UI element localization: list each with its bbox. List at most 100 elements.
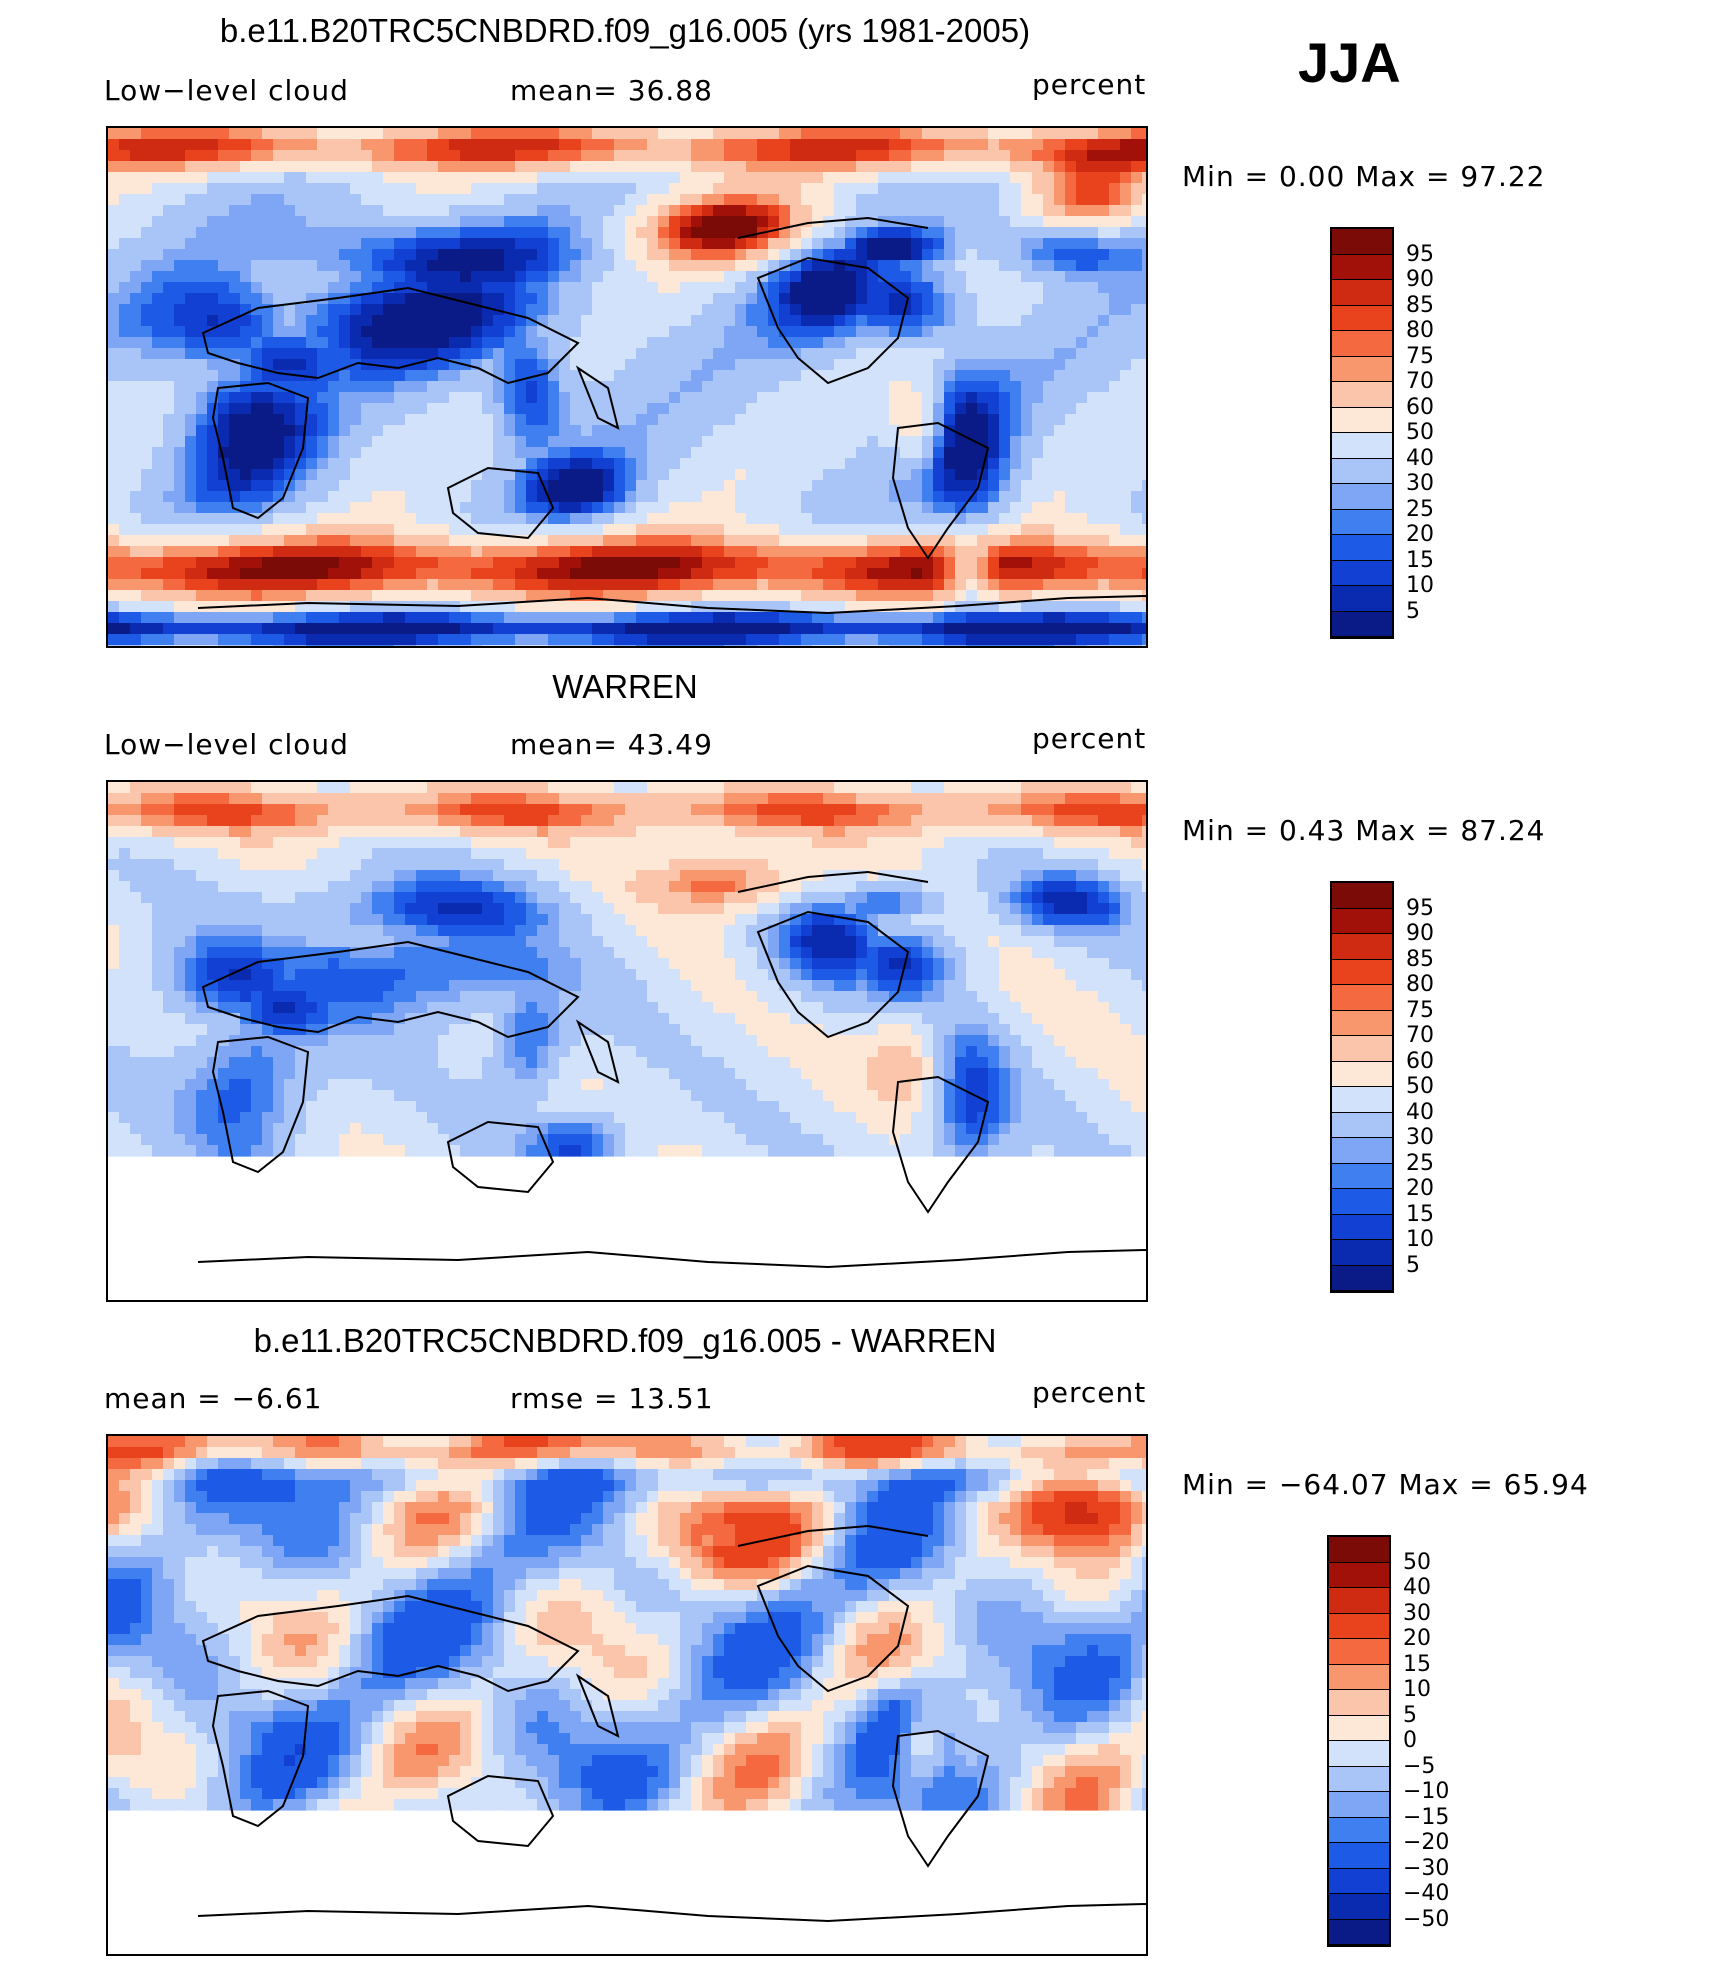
panel-diff-map bbox=[106, 1434, 1148, 1956]
coastline bbox=[891, 1075, 990, 1214]
panel-model-minmax: Min = 0.00 Max = 97.22 bbox=[1182, 160, 1546, 193]
colorbar-swatch bbox=[1332, 1189, 1392, 1215]
colorbar-swatch bbox=[1332, 484, 1392, 510]
colorbar-swatch bbox=[1332, 1010, 1392, 1036]
colorbar-swatch bbox=[1332, 1214, 1392, 1240]
colorbar-swatch bbox=[1332, 305, 1392, 331]
coastline bbox=[201, 1594, 580, 1693]
colorbar-swatch bbox=[1332, 407, 1392, 433]
colorbar-tick-label: 50 bbox=[1403, 1549, 1431, 1575]
colorbar-swatch bbox=[1332, 908, 1392, 934]
colorbar-tick-label: 50 bbox=[1406, 420, 1434, 445]
colorbar-tick-label: 15 bbox=[1406, 1201, 1434, 1227]
colorbar-tick-label: 10 bbox=[1406, 573, 1434, 598]
panel-model-colorbar bbox=[1330, 227, 1394, 639]
colorbar-tick-label: 5 bbox=[1406, 1252, 1420, 1278]
colorbar-tick-label: 25 bbox=[1406, 1150, 1434, 1176]
colorbar-swatch bbox=[1332, 959, 1392, 985]
coastline bbox=[737, 216, 929, 239]
colorbar-tick-label: 95 bbox=[1406, 895, 1434, 921]
colorbar-swatch bbox=[1332, 433, 1392, 459]
colorbar-swatch bbox=[1329, 1792, 1389, 1818]
coastline bbox=[737, 1524, 929, 1547]
coastline bbox=[446, 1774, 555, 1848]
coastline bbox=[197, 1249, 1146, 1269]
panel-obs-title: WARREN bbox=[552, 668, 698, 705]
panel-model-title: b.e11.B20TRC5CNBDRD.f09_g16.005 (yrs 198… bbox=[219, 12, 1031, 49]
colorbar-tick-label: 85 bbox=[1406, 292, 1434, 318]
colorbar-swatch bbox=[1329, 1817, 1389, 1843]
coastline bbox=[737, 870, 929, 893]
coastline bbox=[756, 1564, 910, 1693]
colorbar-swatch bbox=[1329, 1766, 1389, 1792]
colorbar-swatch bbox=[1332, 280, 1392, 306]
colorbar-tick-label: 20 bbox=[1406, 522, 1434, 547]
panel-obs-minmax: Min = 0.43 Max = 87.24 bbox=[1182, 814, 1546, 847]
colorbar-tick-label: 15 bbox=[1403, 1651, 1431, 1677]
colorbar-swatch bbox=[1329, 1741, 1389, 1767]
colorbar-tick-label: 90 bbox=[1406, 921, 1434, 946]
panel-obs-colorbar bbox=[1330, 881, 1394, 1293]
panel-model-map-svg bbox=[108, 128, 1146, 646]
colorbar-swatch bbox=[1329, 1664, 1389, 1690]
colorbar-tick-label: −40 bbox=[1403, 1881, 1450, 1906]
colorbar-swatch bbox=[1332, 458, 1392, 484]
colorbar-tick-label: 70 bbox=[1406, 369, 1434, 394]
colorbar-swatch bbox=[1332, 985, 1392, 1011]
colorbar-swatch bbox=[1329, 1562, 1389, 1588]
colorbar-swatch bbox=[1329, 1843, 1389, 1869]
colorbar-tick-label: 20 bbox=[1403, 1626, 1431, 1651]
colorbar-swatch bbox=[1332, 356, 1392, 382]
colorbar-swatch bbox=[1332, 509, 1392, 535]
panel-obs-mean-label: mean= 43.49 bbox=[510, 728, 713, 761]
colorbar-tick-label: 50 bbox=[1406, 1074, 1434, 1099]
colorbar-swatch bbox=[1329, 1715, 1389, 1741]
colorbar-tick-label: 10 bbox=[1403, 1677, 1431, 1702]
colorbar-tick-label: −5 bbox=[1403, 1753, 1436, 1779]
panel-diff-map-svg bbox=[108, 1436, 1146, 1923]
coastline bbox=[575, 365, 620, 430]
colorbar-tick-label: −50 bbox=[1403, 1906, 1450, 1932]
panel-diff-title: b.e11.B20TRC5CNBDRD.f09_g16.005 - WARREN bbox=[253, 1322, 997, 1359]
colorbar-tick-label: 0 bbox=[1403, 1728, 1417, 1753]
colorbar-swatch bbox=[1329, 1639, 1389, 1665]
colorbar-swatch bbox=[1332, 1087, 1392, 1113]
colorbar-swatch bbox=[1332, 382, 1392, 408]
coastline bbox=[197, 595, 1146, 615]
coastline bbox=[756, 910, 910, 1039]
colorbar-tick-label: 30 bbox=[1406, 471, 1434, 496]
coastline bbox=[575, 1019, 620, 1084]
panel-diff-mean-label: mean = −6.61 bbox=[104, 1382, 323, 1415]
colorbar-tick-label: 5 bbox=[1406, 598, 1420, 624]
colorbar-tick-label: 20 bbox=[1406, 1176, 1434, 1201]
panel-diff-units-label: percent bbox=[1032, 1376, 1147, 1409]
colorbar-swatch bbox=[1332, 254, 1392, 280]
colorbar-swatch bbox=[1332, 586, 1392, 612]
panel-model-map bbox=[106, 126, 1148, 648]
colorbar-swatch bbox=[1329, 1868, 1389, 1894]
colorbar-swatch bbox=[1329, 1613, 1389, 1639]
colorbar-tick-label: 40 bbox=[1406, 1099, 1434, 1125]
coastline bbox=[211, 1035, 310, 1174]
season-label: JJA bbox=[1298, 31, 1401, 94]
panel-diff-minmax: Min = −64.07 Max = 65.94 bbox=[1182, 1468, 1589, 1501]
colorbar-tick-label: −20 bbox=[1403, 1830, 1450, 1855]
coastline bbox=[446, 1120, 555, 1194]
colorbar-swatch bbox=[1332, 611, 1392, 637]
colorbar-tick-label: 90 bbox=[1406, 267, 1434, 292]
coastline bbox=[201, 940, 580, 1039]
colorbar-swatch bbox=[1332, 560, 1392, 586]
coastline bbox=[891, 421, 990, 560]
panel-diff-rmse-label: rmse = 13.51 bbox=[510, 1382, 714, 1415]
colorbar-swatch bbox=[1332, 1163, 1392, 1189]
panel-obs-left-label: Low−level cloud bbox=[104, 728, 349, 761]
coastline bbox=[891, 1729, 990, 1868]
colorbar-tick-label: 25 bbox=[1406, 496, 1434, 522]
colorbar-tick-label: 75 bbox=[1406, 997, 1434, 1023]
colorbar-tick-label: −15 bbox=[1403, 1804, 1450, 1830]
coastline bbox=[446, 466, 555, 540]
colorbar-tick-label: 40 bbox=[1406, 445, 1434, 471]
colorbar-tick-label: 95 bbox=[1406, 241, 1434, 267]
colorbar-tick-label: 80 bbox=[1406, 972, 1434, 997]
